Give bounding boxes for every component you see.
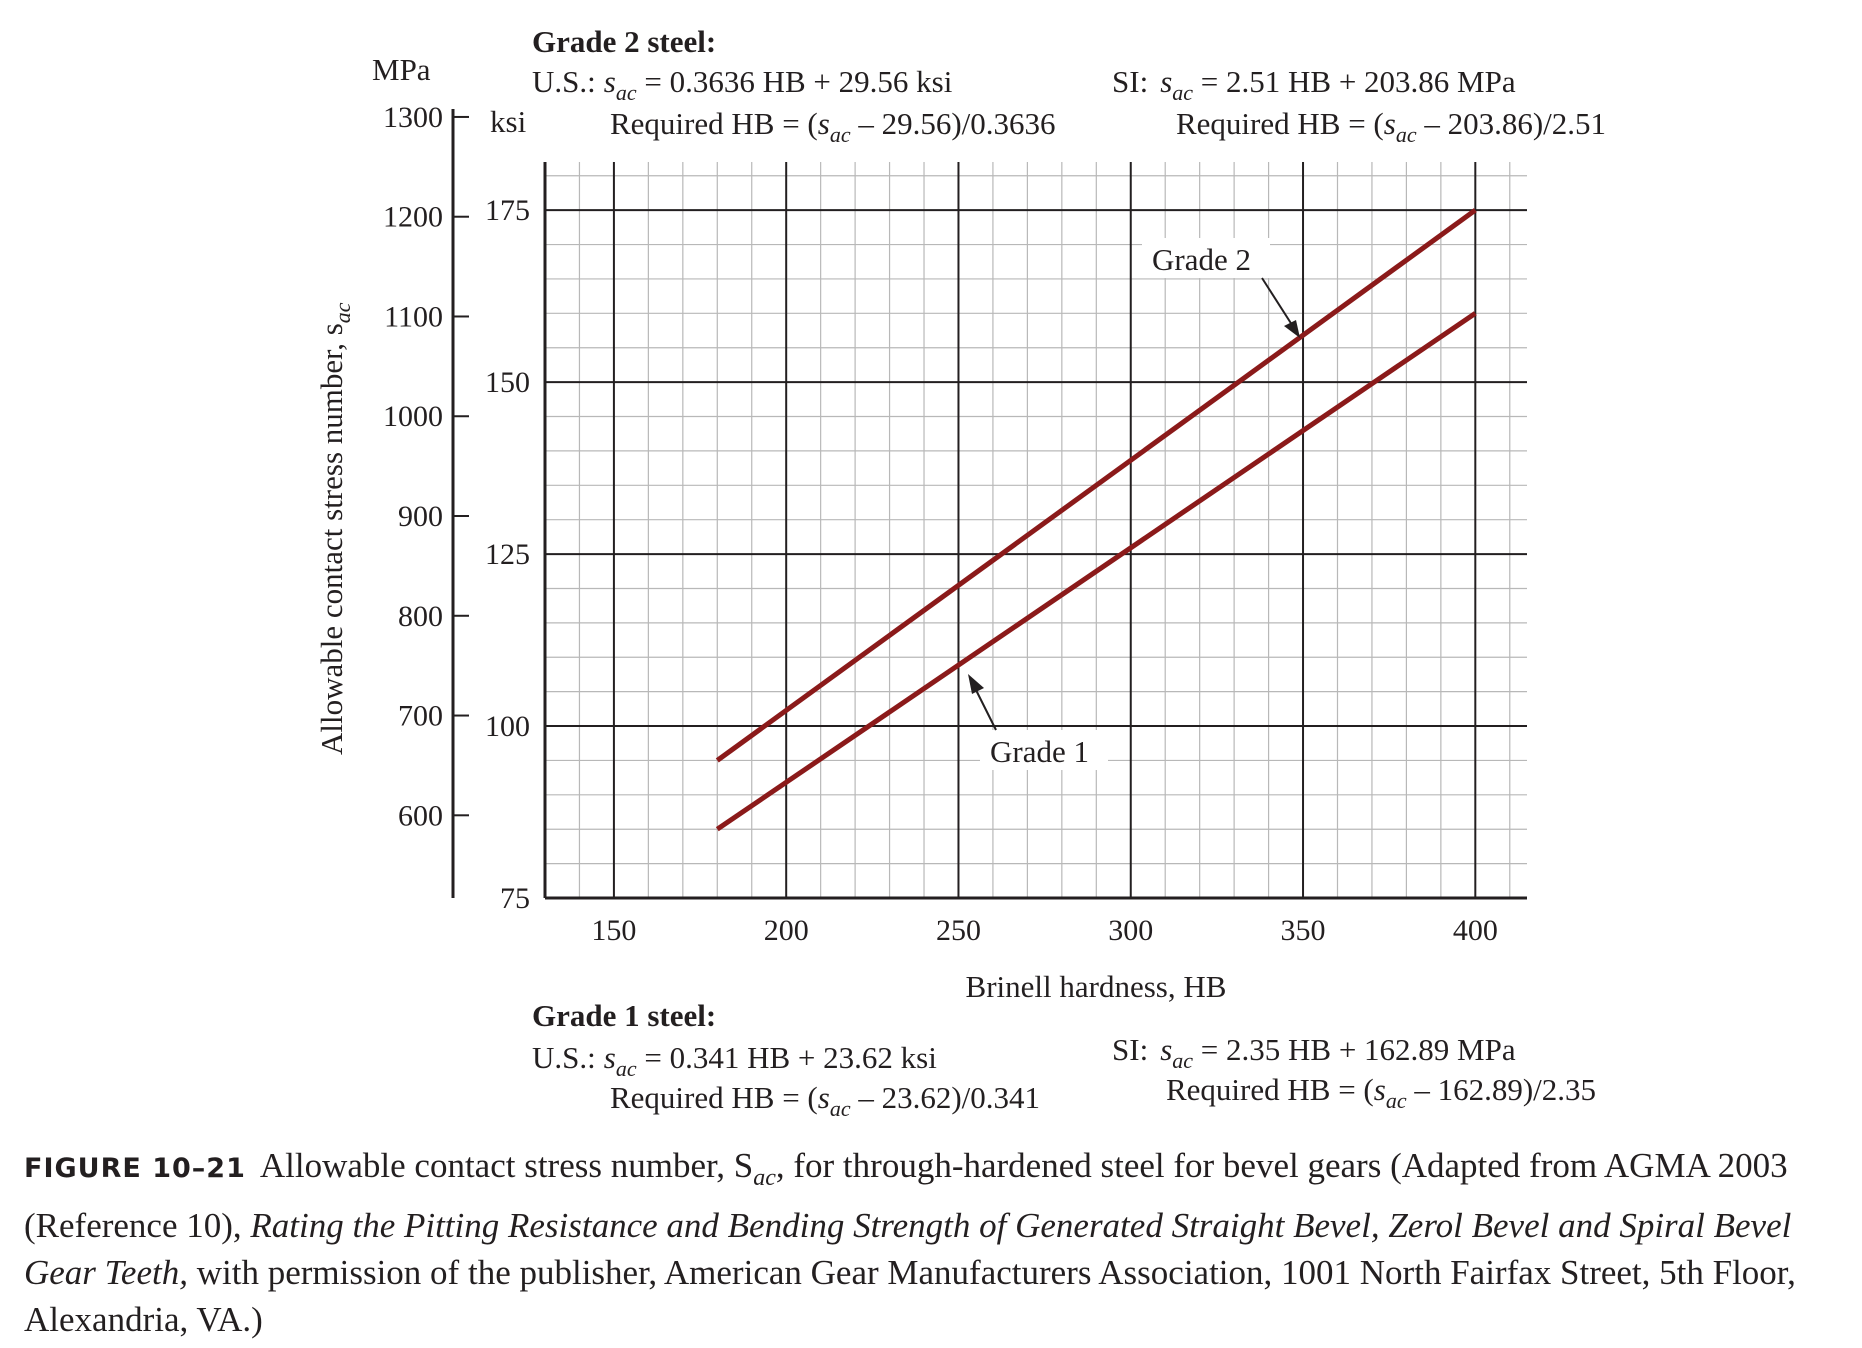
caption-italic-title: Rating the Pitting Resistance and Bendin… <box>24 1206 1792 1292</box>
mpa-tick-label: 800 <box>398 600 443 633</box>
grade1-arrow-head <box>968 674 984 694</box>
series-line-grade-1 <box>715 311 1477 832</box>
bevel-gear-stress-chart: Grade 2 steel: U.S.: sac = 0.3636 HB + 29… <box>314 24 1606 1121</box>
grade2-callout: Grade 2 <box>1142 238 1300 338</box>
grade1-callout-bg <box>980 730 1108 770</box>
grade2-callout-bg <box>1142 238 1270 278</box>
ksi-tick-label: 125 <box>485 538 530 571</box>
x-tick-labels: 150 200 250 300 350 400 <box>591 914 1497 947</box>
x-tick-label: 200 <box>764 914 809 947</box>
ksi-tick-label: 75 <box>500 882 530 915</box>
grid-minor <box>545 162 1527 898</box>
mpa-tick-label: 700 <box>398 700 443 733</box>
grade1-callout-label: Grade 1 <box>990 734 1089 769</box>
x-tick-label: 150 <box>591 914 636 947</box>
x-tick-label: 300 <box>1108 914 1153 947</box>
mpa-tick-label: 1300 <box>383 101 443 134</box>
figure-label: FIGURE 10–21 <box>24 1153 246 1184</box>
grade2-callout-arrow-line <box>1261 277 1295 329</box>
grade2-us-required: Required HB = (sac – 29.56)/0.3636 <box>610 106 1056 147</box>
mpa-tick-label: 900 <box>398 500 443 533</box>
caption-text-2: , for through-hardened steel for bevel g… <box>24 1146 1788 1245</box>
mpa-tick-label: 1100 <box>384 300 443 333</box>
grade1-us-formula: U.S.: sac = 0.341 HB + 23.62 ksi <box>532 1040 937 1081</box>
y-axis-title: Allowable contact stress number, sac <box>314 302 355 755</box>
figure-caption: FIGURE 10–21 Allowable contact stress num… <box>24 1142 1844 1343</box>
grade2-callout-label: Grade 2 <box>1152 242 1251 277</box>
grid-major <box>545 162 1527 898</box>
mpa-tick-label: 1000 <box>383 400 443 433</box>
grade1-callout-arrow-line <box>975 689 997 731</box>
x-tick-label: 400 <box>1453 914 1498 947</box>
mpa-tick-label: 600 <box>398 799 443 832</box>
grade1-us-required: Required HB = (sac – 23.62)/0.341 <box>610 1080 1040 1121</box>
ksi-tick-label: 150 <box>485 366 530 399</box>
x-axis-title: Brinell hardness, HB <box>966 969 1227 1004</box>
ksi-tick-labels: 75 100 125 150 175 <box>485 194 530 915</box>
mpa-tick-labels: 600 700 800 900 1000 1100 1200 1300 <box>383 101 469 832</box>
ksi-tick-label: 100 <box>485 710 530 743</box>
grade2-equations: Grade 2 steel: U.S.: sac = 0.3636 HB + 29… <box>532 24 1606 147</box>
series-lines <box>715 208 1477 832</box>
mpa-tick-label: 1200 <box>383 201 443 234</box>
grade2-arrow-head <box>1284 320 1300 338</box>
x-tick-label: 250 <box>936 914 981 947</box>
caption-subscript: ac <box>753 1165 776 1191</box>
ksi-tick-label: 175 <box>485 194 530 227</box>
grade1-si-required: Required HB = (sac – 162.89)/2.35 <box>1166 1072 1596 1113</box>
x-tick-label: 350 <box>1281 914 1326 947</box>
caption-text-1: Allowable contact stress number, S <box>259 1146 754 1185</box>
ksi-unit-label: ksi <box>490 104 527 139</box>
grade2-si-formula: SI: sac = 2.51 HB + 203.86 MPa <box>1112 64 1516 105</box>
grade1-callout: Grade 1 <box>968 674 1108 770</box>
series-line-grade-2 <box>715 208 1477 763</box>
caption-text-3: with permission of the publisher, Americ… <box>24 1253 1796 1339</box>
grade2-us-formula: U.S.: sac = 0.3636 HB + 29.56 ksi <box>532 64 953 105</box>
grade2-heading: Grade 2 steel: <box>532 24 716 59</box>
grade2-si-required: Required HB = (sac – 203.86)/2.51 <box>1176 106 1606 147</box>
grade1-si-formula: SI: sac = 2.35 HB + 162.89 MPa <box>1112 1032 1516 1073</box>
grade1-heading: Grade 1 steel: <box>532 998 716 1033</box>
mpa-unit-label: MPa <box>372 52 431 87</box>
grade1-equations: Grade 1 steel: U.S.: sac = 0.341 HB + 23.… <box>532 998 1596 1121</box>
